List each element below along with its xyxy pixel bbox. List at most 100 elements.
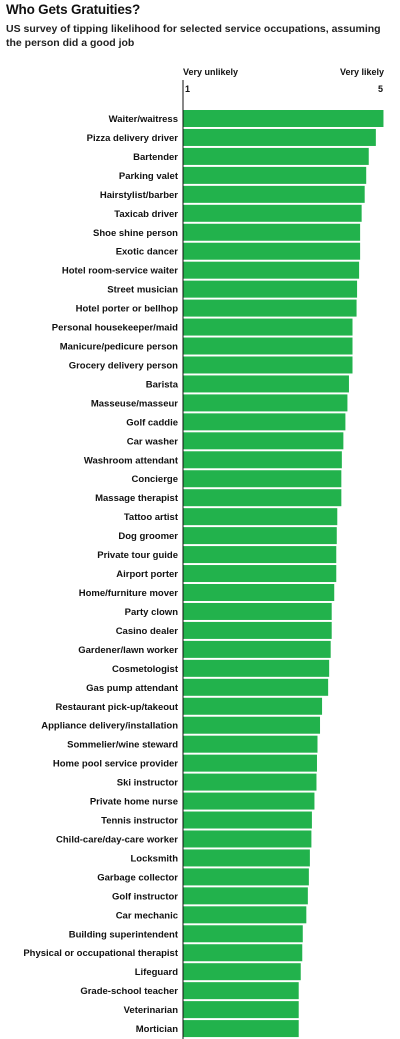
bar-1 [183, 128, 376, 146]
category-label-20: Massage therapist [95, 493, 179, 504]
bar-0 [183, 110, 384, 127]
category-label-21: Tattoo artist [124, 512, 179, 523]
category-label-18: Washroom attendant [84, 455, 179, 466]
category-label-11: Personal housekeeper/maid [52, 323, 178, 334]
bar-14 [183, 375, 349, 393]
bar-32 [183, 716, 321, 734]
bar-47 [183, 1001, 299, 1019]
bar-24 [183, 565, 337, 583]
category-label-30: Gas pump attendant [86, 683, 179, 694]
bar-30 [183, 678, 329, 696]
bar-13 [183, 356, 353, 374]
bar-31 [183, 697, 323, 715]
bar-16 [183, 413, 346, 431]
bar-38 [183, 830, 312, 848]
category-label-0: Waiter/waitress [109, 114, 178, 125]
scale-min-tick: 1 [185, 84, 191, 94]
category-label-39: Locksmith [130, 853, 178, 864]
bar-25 [183, 584, 335, 601]
category-label-14: Barista [146, 379, 179, 390]
bar-19 [183, 470, 342, 488]
category-label-40: Garbage collector [97, 872, 178, 883]
category-label-10: Hotel porter or bellhop [76, 304, 179, 315]
category-label-1: Pizza delivery driver [87, 133, 179, 144]
category-label-42: Car mechanic [116, 910, 178, 921]
bar-39 [183, 849, 310, 867]
bar-41 [183, 887, 308, 905]
category-label-24: Airport porter [116, 569, 178, 580]
chart-subtitle: US survey of tipping likelihood for sele… [6, 23, 381, 49]
bar-9 [183, 280, 358, 298]
scale-high-label: Very likely [340, 67, 385, 77]
bar-43 [183, 925, 303, 943]
category-label-26: Party clown [125, 607, 179, 618]
bar-11 [183, 318, 353, 336]
chart-title: Who Gets Gratuities? [6, 2, 141, 17]
bar-17 [183, 432, 344, 450]
category-label-43: Building superintendent [69, 929, 179, 940]
bar-22 [183, 527, 337, 545]
category-label-4: Hairstylist/barber [100, 190, 178, 201]
category-label-37: Tennis instructor [101, 816, 178, 827]
category-label-28: Gardener/lawn worker [78, 645, 178, 656]
category-label-31: Restaurant pick-up/takeout [56, 702, 179, 713]
bar-21 [183, 508, 338, 526]
category-label-15: Masseuse/masseur [91, 398, 178, 409]
category-label-47: Veterinarian [124, 1005, 179, 1016]
bar-35 [183, 773, 317, 791]
category-label-5: Taxicab driver [114, 209, 178, 220]
category-label-44: Physical or occupational therapist [23, 948, 179, 959]
category-label-45: Lifeguard [135, 967, 178, 978]
bar-20 [183, 489, 342, 507]
category-label-2: Bartender [133, 152, 178, 163]
bar-10 [183, 299, 357, 317]
bar-8 [183, 261, 360, 279]
bar-48 [183, 1020, 299, 1038]
category-label-48: Mortician [136, 1024, 178, 1035]
category-label-38: Child-care/day-care worker [56, 834, 178, 845]
bar-3 [183, 166, 367, 184]
bar-42 [183, 906, 307, 924]
bar-5 [183, 204, 362, 222]
bar-37 [183, 811, 312, 829]
category-label-41: Golf instructor [112, 891, 178, 902]
bar-34 [183, 754, 317, 772]
category-label-25: Home/furniture mover [79, 588, 179, 599]
category-label-27: Casino dealer [116, 626, 179, 637]
category-label-46: Grade-school teacher [80, 986, 178, 997]
category-label-3: Parking valet [119, 171, 179, 182]
category-label-6: Shoe shine person [93, 228, 178, 239]
bar-12 [183, 337, 353, 355]
bar-29 [183, 659, 330, 677]
category-label-34: Home pool service provider [53, 759, 178, 770]
category-label-16: Golf caddie [126, 417, 178, 428]
bar-45 [183, 963, 301, 981]
bar-6 [183, 223, 361, 241]
bar-28 [183, 640, 331, 658]
bar-7 [183, 242, 361, 260]
bar-23 [183, 546, 337, 564]
scale-low-label: Very unlikely [183, 67, 239, 77]
category-label-8: Hotel room-service waiter [62, 266, 178, 277]
bar-26 [183, 602, 332, 620]
scale-max-tick: 5 [378, 84, 384, 94]
bar-44 [183, 944, 303, 962]
category-label-7: Exotic dancer [116, 247, 179, 258]
category-label-33: Sommelier/wine steward [67, 740, 178, 751]
category-label-32: Appliance delivery/installation [41, 721, 178, 732]
category-label-13: Grocery delivery person [69, 360, 178, 371]
bar-4 [183, 185, 365, 203]
bar-18 [183, 451, 342, 469]
category-label-35: Ski instructor [117, 778, 179, 789]
bar-36 [183, 792, 315, 810]
bar-33 [183, 735, 318, 753]
bar-2 [183, 147, 369, 165]
bar-27 [183, 621, 332, 639]
category-label-36: Private home nurse [90, 797, 178, 808]
category-label-9: Street musician [107, 285, 178, 296]
bar-40 [183, 868, 309, 886]
category-label-17: Car washer [127, 436, 179, 447]
bar-46 [183, 982, 299, 1000]
bar-15 [183, 394, 348, 412]
